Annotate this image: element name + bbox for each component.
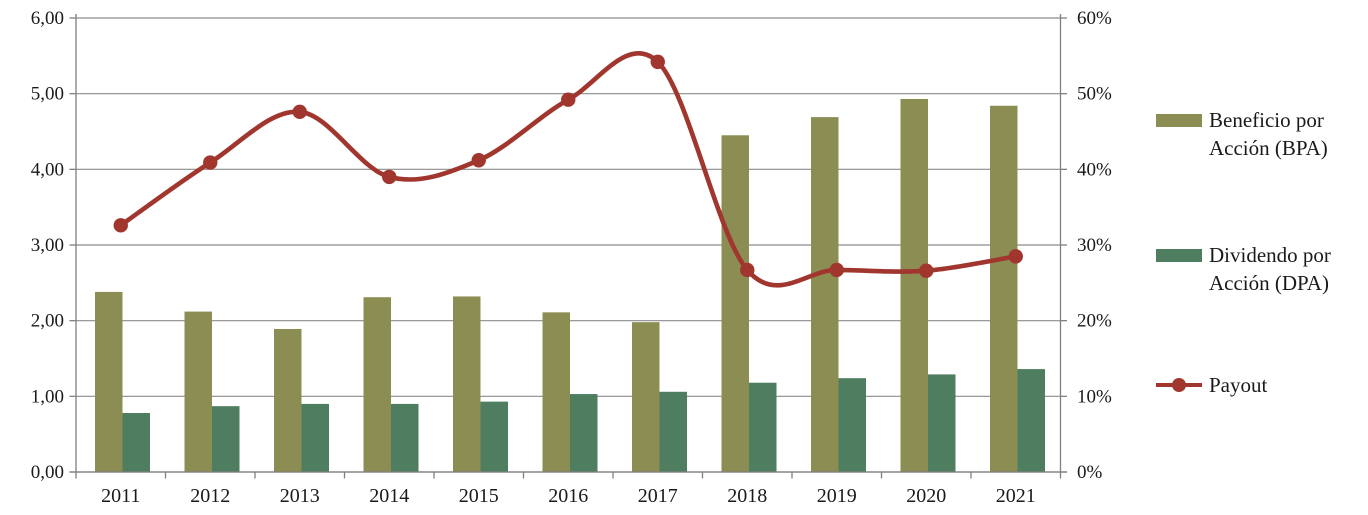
payout-point bbox=[829, 262, 844, 278]
x-axis-label: 2019 bbox=[817, 485, 857, 507]
bpa-bar bbox=[95, 291, 123, 472]
dpa-legend-label-line2: Acción (DPA) bbox=[1209, 271, 1329, 295]
x-axis-label: 2021 bbox=[996, 485, 1036, 507]
payout-point bbox=[561, 92, 576, 107]
payout-legend-label: Payout bbox=[1209, 373, 1268, 397]
payout-point bbox=[203, 155, 218, 170]
axes-group bbox=[69, 14, 1067, 479]
y-axis-label: 6,00 bbox=[31, 8, 64, 29]
payout-line-group bbox=[113, 51, 1023, 288]
payout-point bbox=[382, 169, 397, 185]
x-axis-label: 2011 bbox=[101, 485, 140, 507]
y-axis-label: 0,00 bbox=[31, 462, 64, 483]
right-axis-label: 30% bbox=[1077, 235, 1112, 256]
bpa-bar bbox=[542, 312, 570, 472]
dpa-bar bbox=[659, 391, 687, 472]
x-axis-label: 2016 bbox=[548, 485, 588, 507]
payout-point bbox=[113, 218, 128, 233]
bpa-legend-label-line1: Beneficio por bbox=[1209, 108, 1324, 132]
bpa-bar bbox=[990, 105, 1018, 473]
payout-point bbox=[740, 262, 755, 278]
bpa-bar bbox=[274, 328, 302, 472]
bpa-bar bbox=[721, 135, 749, 473]
right-axis-label: 0% bbox=[1077, 462, 1103, 483]
dpa-legend-label-line1: Dividendo por bbox=[1209, 243, 1331, 267]
dpa-legend-label: Dividendo por Acción (DPA) bbox=[1209, 241, 1331, 297]
bpa-legend-swatch bbox=[1156, 114, 1202, 127]
dpa-bar bbox=[838, 378, 866, 472]
bpa-bar bbox=[811, 117, 839, 472]
bpa-bar bbox=[632, 322, 660, 472]
y-axis-label: 2,00 bbox=[31, 311, 64, 332]
bpa-bar bbox=[363, 297, 391, 472]
legend-item-dpa: Dividendo por Acción (DPA) bbox=[1156, 241, 1366, 297]
x-axis-label: 2017 bbox=[638, 485, 678, 507]
dpa-bar bbox=[1017, 369, 1045, 472]
y-axis-label: 1,00 bbox=[31, 386, 64, 407]
y-axis-label: 3,00 bbox=[31, 235, 64, 256]
x-axis-label: 2013 bbox=[280, 485, 320, 507]
dpa-bar bbox=[928, 374, 956, 472]
right-axis-label: 60% bbox=[1077, 8, 1112, 29]
y-axis-label: 4,00 bbox=[31, 159, 64, 180]
chart-legend: Beneficio por Acción (BPA) Dividendo por… bbox=[1156, 106, 1366, 399]
payout-point bbox=[1008, 249, 1023, 264]
x-axis-label: 2012 bbox=[190, 485, 230, 507]
dpa-legend-swatch bbox=[1156, 249, 1202, 262]
bpa-legend-label: Beneficio por Acción (BPA) bbox=[1209, 106, 1328, 162]
dpa-bar bbox=[480, 401, 508, 472]
x-axis-label: 2015 bbox=[459, 485, 499, 507]
dpa-bar bbox=[749, 382, 777, 472]
payout-legend-swatch bbox=[1156, 371, 1202, 399]
right-axis-label: 10% bbox=[1077, 386, 1112, 407]
payout-point bbox=[919, 263, 934, 278]
bpa-bar bbox=[184, 311, 212, 472]
y-axis-label: 5,00 bbox=[31, 84, 64, 105]
dpa-bar bbox=[391, 403, 419, 472]
payout-point bbox=[650, 54, 665, 70]
x-axis-label: 2020 bbox=[906, 485, 946, 507]
dpa-bar bbox=[122, 412, 150, 472]
bars-group bbox=[95, 98, 1045, 473]
legend-item-bpa: Beneficio por Acción (BPA) bbox=[1156, 106, 1366, 162]
payout-point bbox=[292, 104, 307, 120]
right-axis-label: 20% bbox=[1077, 311, 1112, 332]
dpa-bar bbox=[212, 406, 240, 472]
payout-point bbox=[471, 153, 486, 168]
bpa-bar bbox=[900, 98, 928, 473]
legend-item-payout: Payout bbox=[1156, 371, 1366, 399]
bpa-legend-label-line2: Acción (BPA) bbox=[1209, 136, 1328, 160]
right-axis-label: 50% bbox=[1077, 84, 1112, 105]
bpa-bar bbox=[453, 296, 481, 472]
right-axis-label: 40% bbox=[1077, 159, 1112, 180]
axis-labels-group: 0,00 1,00 2,00 3,00 4,00 5,00 6,00 0% 10% 20% 30% 4… bbox=[31, 8, 1112, 507]
payout-legend-marker bbox=[1172, 378, 1186, 392]
dpa-bar bbox=[301, 403, 329, 472]
x-axis-label: 2018 bbox=[727, 485, 767, 507]
dpa-bar bbox=[570, 394, 598, 472]
x-axis-label: 2014 bbox=[369, 485, 409, 507]
